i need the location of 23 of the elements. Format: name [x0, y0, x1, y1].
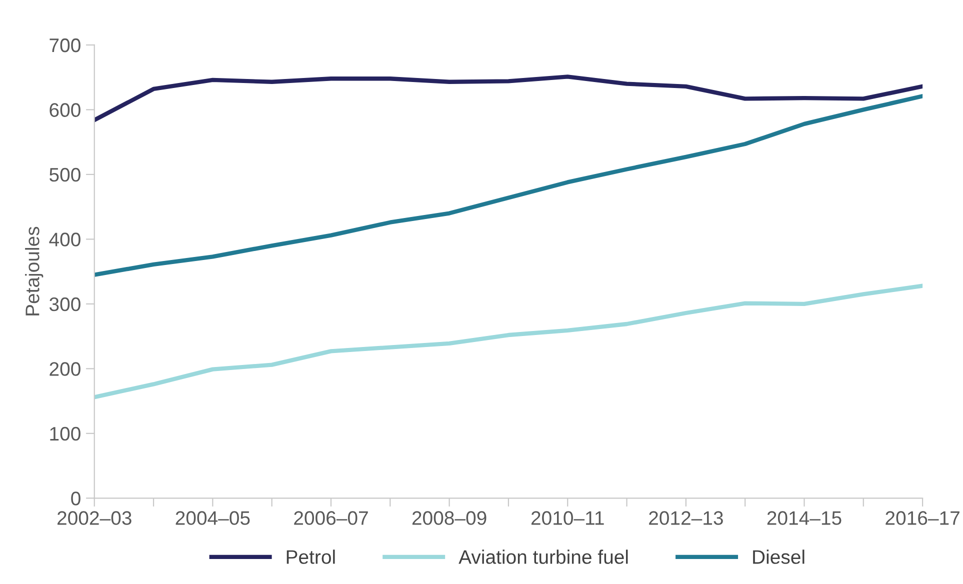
y-tick-label: 500	[50, 168, 80, 182]
line-series	[94, 74, 923, 122]
x-tick-label: 2008–09	[412, 511, 486, 525]
y-tick-label: 700	[50, 38, 80, 52]
x-tick-label: 2002–03	[58, 511, 132, 525]
legend-label: Petrol	[286, 550, 335, 564]
y-tick-label: 300	[49, 297, 80, 312]
x-tick-label: 2006–07	[294, 511, 368, 525]
y-tick-label: 600	[50, 103, 80, 117]
x-tick-label: 2004–05	[176, 511, 250, 525]
x-tick-label: 2016–17	[886, 511, 960, 525]
y-axis-title: Petajoules	[25, 226, 44, 316]
legend-label: Diesel	[753, 550, 804, 564]
line-series	[94, 94, 923, 277]
y-tick-label: 0	[71, 492, 80, 506]
line-series	[94, 284, 923, 400]
y-tick-label: 400	[49, 232, 80, 246]
y-tick-label: 200	[50, 362, 80, 376]
x-tick-label: 2012–13	[649, 511, 723, 525]
y-tick-label: 100	[50, 426, 80, 441]
x-tick-label: 2014–15	[767, 511, 842, 525]
legend-label: Aviation turbine fuel	[458, 550, 628, 564]
x-tick-label: 2010–11	[531, 511, 604, 525]
